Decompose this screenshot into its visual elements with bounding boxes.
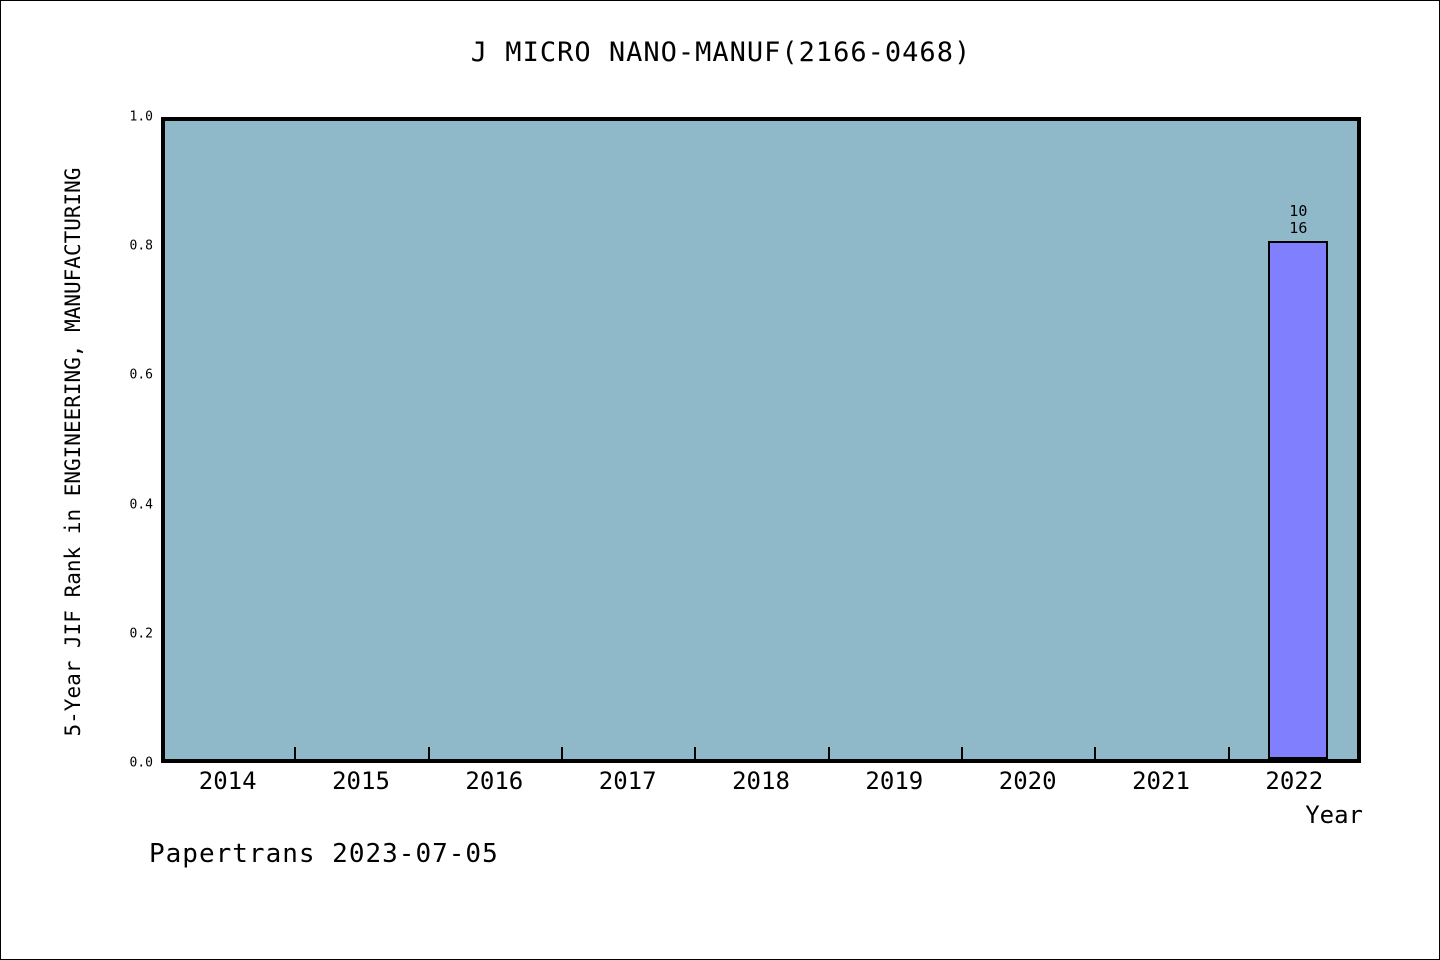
x-tick-mark — [427, 747, 430, 759]
x-tick-2019: 2019 — [865, 767, 924, 795]
bar-value-line: 16 — [1289, 218, 1308, 237]
x-tick-2015: 2015 — [332, 767, 390, 795]
x-tick-mark — [561, 747, 563, 759]
x-tick-2021: 2021 — [1132, 767, 1190, 795]
plot-inner: 10 16 — [165, 121, 1357, 759]
footer-note: Papertrans 2023-07-05 — [149, 839, 499, 869]
x-tick-mark — [961, 747, 963, 759]
x-tick-2017: 2017 — [598, 767, 657, 795]
x-tick-mark — [1227, 747, 1230, 759]
x-tick-mark — [694, 747, 697, 759]
chart-title: J MICRO NANO-MANUF(2166-0468) — [470, 37, 972, 68]
y-tick-1.0: 1.0 — [129, 109, 153, 125]
x-axis-label: Year — [1305, 801, 1363, 829]
plot-area: 10 16 — [161, 117, 1361, 763]
y-tick-0.4: 0.4 — [129, 497, 153, 513]
y-axis-label: 5-Year JIF Rank in ENGINEERING, MANUFACT… — [61, 167, 85, 737]
y-tick-0.2: 0.2 — [129, 626, 153, 642]
bar-value-line: 10 — [1289, 201, 1308, 220]
y-tick-0.0: 0.0 — [129, 755, 153, 771]
bar-value-label-2022: 10 16 — [1238, 201, 1358, 237]
x-tick-2022: 2022 — [1265, 767, 1324, 795]
x-tick-mark — [827, 747, 830, 759]
y-tick-0.8: 0.8 — [129, 238, 153, 254]
x-tick-2018: 2018 — [732, 767, 790, 795]
bar-2022 — [1268, 240, 1329, 759]
x-tick-mark — [1094, 747, 1097, 759]
y-tick-0.6: 0.6 — [129, 367, 153, 383]
x-tick-mark — [294, 747, 297, 759]
x-tick-2014: 2014 — [198, 767, 257, 795]
x-tick-2016: 2016 — [465, 767, 524, 795]
x-tick-2020: 2020 — [998, 767, 1057, 795]
